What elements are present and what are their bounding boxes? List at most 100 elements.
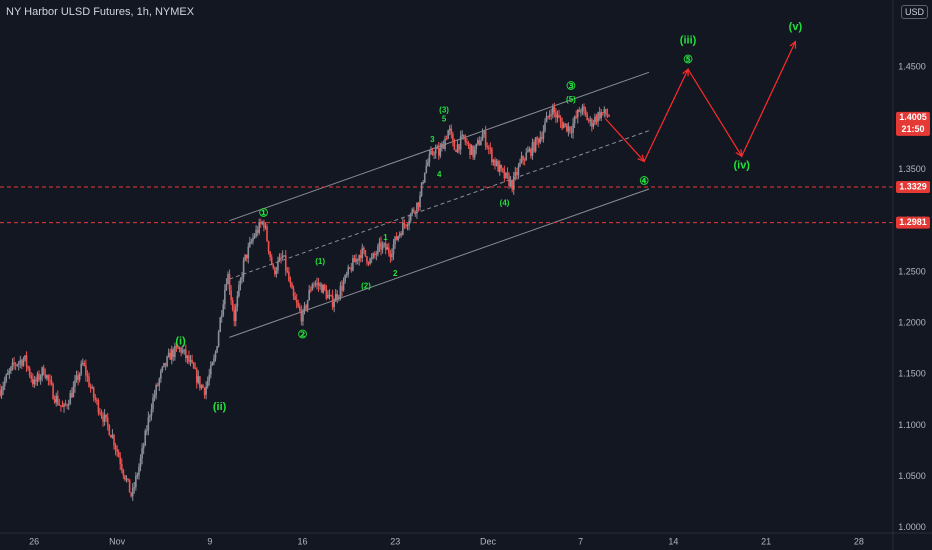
candle bbox=[217, 329, 220, 348]
candle bbox=[403, 219, 406, 229]
candle bbox=[7, 369, 9, 376]
candle bbox=[319, 281, 321, 290]
candle bbox=[117, 449, 120, 458]
candle bbox=[144, 428, 147, 447]
candle bbox=[361, 243, 364, 263]
candle bbox=[66, 403, 68, 410]
candle bbox=[50, 375, 53, 386]
candle bbox=[230, 285, 232, 305]
candle bbox=[417, 201, 420, 212]
candle bbox=[36, 371, 39, 386]
candle bbox=[133, 481, 136, 494]
candle bbox=[191, 354, 193, 364]
wave-label: ④ bbox=[639, 176, 649, 188]
candle bbox=[439, 143, 442, 159]
candle bbox=[594, 113, 596, 126]
wave-label: ⑤ bbox=[683, 54, 693, 66]
candle bbox=[17, 360, 20, 371]
projection-arrow-head bbox=[637, 154, 646, 163]
candle bbox=[467, 140, 470, 149]
candle bbox=[255, 225, 257, 239]
candle bbox=[603, 106, 606, 118]
candle bbox=[31, 373, 34, 387]
candle bbox=[210, 361, 212, 379]
wave-label: (iv) bbox=[733, 159, 750, 171]
candle bbox=[155, 383, 157, 400]
candle bbox=[274, 266, 276, 277]
candle bbox=[130, 492, 132, 498]
candle bbox=[428, 150, 431, 167]
candle bbox=[544, 118, 546, 133]
candle bbox=[520, 151, 523, 164]
candle bbox=[448, 125, 451, 136]
candle bbox=[105, 414, 107, 422]
candle bbox=[536, 135, 538, 145]
candle bbox=[433, 151, 435, 160]
candle bbox=[277, 256, 279, 274]
candle bbox=[578, 106, 581, 113]
candle bbox=[245, 254, 248, 262]
candle bbox=[462, 134, 465, 140]
currency-button[interactable]: USD bbox=[901, 5, 929, 19]
candle bbox=[11, 358, 14, 371]
wave-label: 3 bbox=[430, 135, 435, 144]
candle bbox=[120, 458, 123, 474]
candle bbox=[253, 233, 256, 240]
candle bbox=[145, 424, 148, 436]
projection-layer bbox=[604, 40, 797, 163]
candle bbox=[302, 308, 304, 326]
candle bbox=[160, 368, 162, 383]
candle bbox=[389, 249, 392, 263]
candle bbox=[539, 130, 542, 145]
candle bbox=[100, 409, 103, 420]
candle bbox=[135, 472, 137, 491]
candle bbox=[200, 384, 203, 390]
candle bbox=[241, 271, 243, 284]
candle bbox=[350, 262, 353, 273]
candle bbox=[267, 240, 270, 255]
candle bbox=[27, 365, 29, 371]
candle bbox=[71, 387, 73, 399]
candle bbox=[470, 144, 473, 155]
candle bbox=[567, 122, 570, 137]
candle bbox=[300, 305, 303, 326]
wave-label: 4 bbox=[437, 170, 442, 179]
candle bbox=[150, 403, 153, 421]
wave-label: (4) bbox=[500, 198, 510, 207]
candle bbox=[589, 116, 592, 127]
candle bbox=[411, 207, 414, 217]
candle bbox=[0, 385, 3, 400]
candle bbox=[477, 137, 479, 146]
candle bbox=[375, 250, 378, 261]
candle bbox=[186, 355, 189, 364]
candle bbox=[506, 167, 509, 180]
candle bbox=[219, 316, 221, 333]
candle bbox=[601, 112, 604, 116]
candle bbox=[408, 214, 410, 231]
candle bbox=[292, 285, 295, 300]
candle bbox=[522, 155, 524, 166]
y-tick-label: 1.0500 bbox=[898, 471, 926, 481]
candle bbox=[220, 309, 223, 323]
candle bbox=[83, 360, 86, 367]
candle bbox=[286, 266, 289, 274]
candle bbox=[452, 131, 454, 147]
candle bbox=[281, 250, 284, 260]
candle bbox=[234, 303, 237, 327]
x-tick-label: 9 bbox=[207, 536, 212, 546]
candle bbox=[206, 376, 209, 389]
svg-text:1.3329: 1.3329 bbox=[899, 181, 927, 191]
candle bbox=[259, 218, 262, 228]
y-tick-label: 1.1000 bbox=[898, 420, 926, 430]
candle bbox=[61, 400, 64, 408]
candle bbox=[334, 289, 337, 302]
candle bbox=[322, 284, 325, 294]
candle bbox=[228, 269, 231, 296]
candle bbox=[250, 238, 253, 245]
candle bbox=[347, 264, 350, 278]
candle bbox=[416, 202, 418, 219]
candle bbox=[161, 366, 164, 373]
candle bbox=[88, 372, 90, 388]
